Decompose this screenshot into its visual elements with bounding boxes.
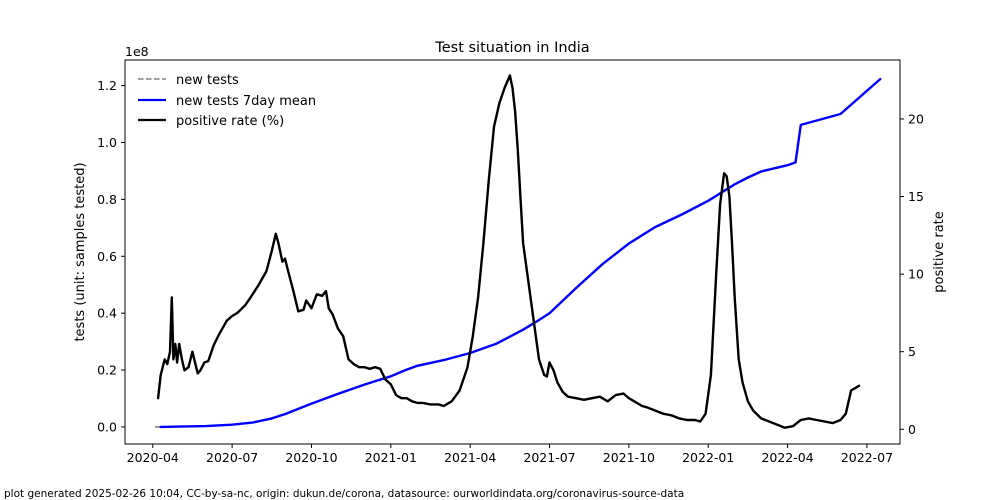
plot-frame (124, 59, 901, 445)
y-right-tick-label-3: 15 (908, 189, 924, 204)
y-left-tick-label-0: 0.0 (97, 419, 117, 434)
footer-note: plot generated 2025-02-26 10:04, CC-by-s… (4, 488, 684, 500)
legend: new tests new tests 7day mean positive r… (138, 73, 316, 129)
series-layer (154, 74, 882, 429)
y-offset-text: 1e8 (125, 44, 149, 59)
x-tick-label-2022-07: 2022-07 (841, 450, 893, 465)
x-tick-label-2021-07: 2021-07 (523, 450, 575, 465)
legend-label-new-tests-7day-mean: new tests 7day mean (176, 94, 316, 109)
x-tick-label-2020-07: 2020-07 (206, 450, 258, 465)
y-axis-right: 0 5 10 15 20 (900, 111, 924, 437)
y-left-tick-label-3: 0.6 (97, 249, 117, 264)
x-tick-label-2022-01: 2022-01 (682, 450, 734, 465)
legend-label-positive-rate: positive rate (%) (176, 114, 284, 129)
series-line-new-tests-7day-mean (159, 77, 882, 429)
chart-title: Test situation in India (434, 40, 589, 56)
y-left-tick-label-5: 1.0 (97, 135, 117, 150)
y-right-tick-label-0: 0 (908, 422, 916, 437)
y-right-tick-label-4: 20 (908, 111, 924, 126)
y-axis-left: 0.0 0.2 0.4 0.6 0.8 1.0 1.2 (97, 78, 125, 434)
x-tick-label-2021-01: 2021-01 (365, 450, 417, 465)
y-axis-label-left: tests (unit: samples tested) (73, 162, 88, 341)
legend-label-new-tests: new tests (176, 73, 239, 88)
x-tick-label-2022-04: 2022-04 (761, 450, 813, 465)
series-line-positive-rate (156, 74, 861, 429)
y-right-tick-label-1: 5 (908, 344, 916, 359)
y-axis-label-right: positive rate (932, 211, 947, 293)
y-left-tick-label-1: 0.2 (97, 363, 117, 378)
x-tick-label-2020-10: 2020-10 (285, 450, 337, 465)
y-right-tick-label-2: 10 (908, 267, 924, 282)
x-tick-label-2021-04: 2021-04 (444, 450, 496, 465)
y-left-tick-label-6: 1.2 (97, 78, 117, 93)
x-axis: 2020-04 2020-07 2020-10 2021-01 2021-04 2021-… (127, 444, 893, 465)
y-left-tick-label-4: 0.8 (97, 192, 117, 207)
x-tick-label-2021-10: 2021-10 (603, 450, 655, 465)
x-tick-label-2020-04: 2020-04 (127, 450, 179, 465)
y-left-tick-label-2: 0.4 (97, 306, 117, 321)
